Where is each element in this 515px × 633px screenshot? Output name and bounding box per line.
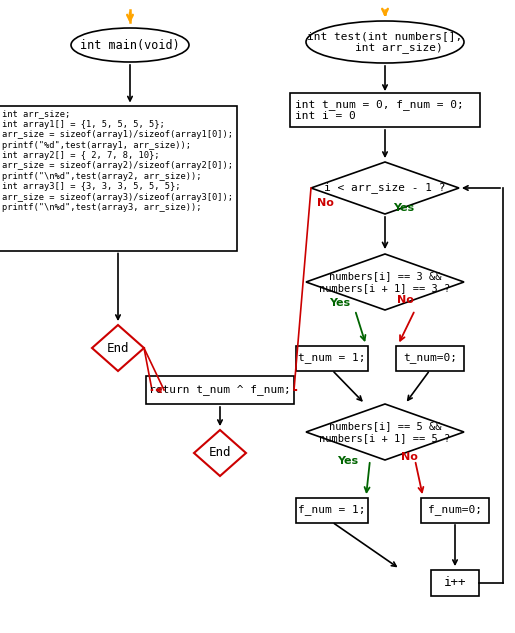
Text: numbers[i] == 3 &&
numbers[i + 1] == 3 ?: numbers[i] == 3 && numbers[i + 1] == 3 ?	[319, 271, 451, 293]
Polygon shape	[92, 325, 144, 371]
Text: int t_num = 0, f_num = 0;
int i = 0: int t_num = 0, f_num = 0; int i = 0	[295, 99, 464, 122]
FancyBboxPatch shape	[396, 346, 464, 370]
Text: End: End	[107, 341, 129, 354]
FancyBboxPatch shape	[431, 570, 479, 596]
Text: i++: i++	[444, 577, 466, 589]
Polygon shape	[306, 254, 464, 310]
Text: Yes: Yes	[329, 298, 350, 308]
Text: t_num=0;: t_num=0;	[403, 353, 457, 363]
Ellipse shape	[306, 21, 464, 63]
Text: numbers[i] == 5 &&
numbers[i + 1] == 5 ?: numbers[i] == 5 && numbers[i + 1] == 5 ?	[319, 421, 451, 443]
FancyBboxPatch shape	[421, 498, 489, 522]
Polygon shape	[306, 404, 464, 460]
Polygon shape	[194, 430, 246, 476]
Text: i < arr_size - 1 ?: i < arr_size - 1 ?	[324, 182, 446, 194]
Text: int test(int numbers[],
    int arr_size): int test(int numbers[], int arr_size)	[307, 31, 462, 53]
FancyBboxPatch shape	[146, 376, 294, 404]
Text: No: No	[397, 295, 414, 305]
Text: Yes: Yes	[337, 456, 358, 466]
Text: End: End	[209, 446, 231, 460]
Polygon shape	[311, 162, 459, 214]
FancyBboxPatch shape	[290, 93, 480, 127]
Text: No: No	[401, 452, 418, 462]
Text: return t_num ^ f_num;: return t_num ^ f_num;	[149, 384, 291, 396]
FancyBboxPatch shape	[296, 498, 368, 522]
Text: int arr_size;
int array1[] = {1, 5, 5, 5, 5};
arr_size = sizeof(array1)/sizeof(a: int arr_size; int array1[] = {1, 5, 5, 5…	[2, 110, 233, 212]
Text: No: No	[317, 198, 334, 208]
FancyBboxPatch shape	[0, 106, 237, 251]
Text: int main(void): int main(void)	[80, 39, 180, 51]
Text: Yes: Yes	[393, 203, 414, 213]
Ellipse shape	[71, 28, 189, 62]
Text: t_num = 1;: t_num = 1;	[298, 353, 366, 363]
FancyBboxPatch shape	[296, 346, 368, 370]
Text: f_num=0;: f_num=0;	[428, 505, 482, 515]
Text: f_num = 1;: f_num = 1;	[298, 505, 366, 515]
